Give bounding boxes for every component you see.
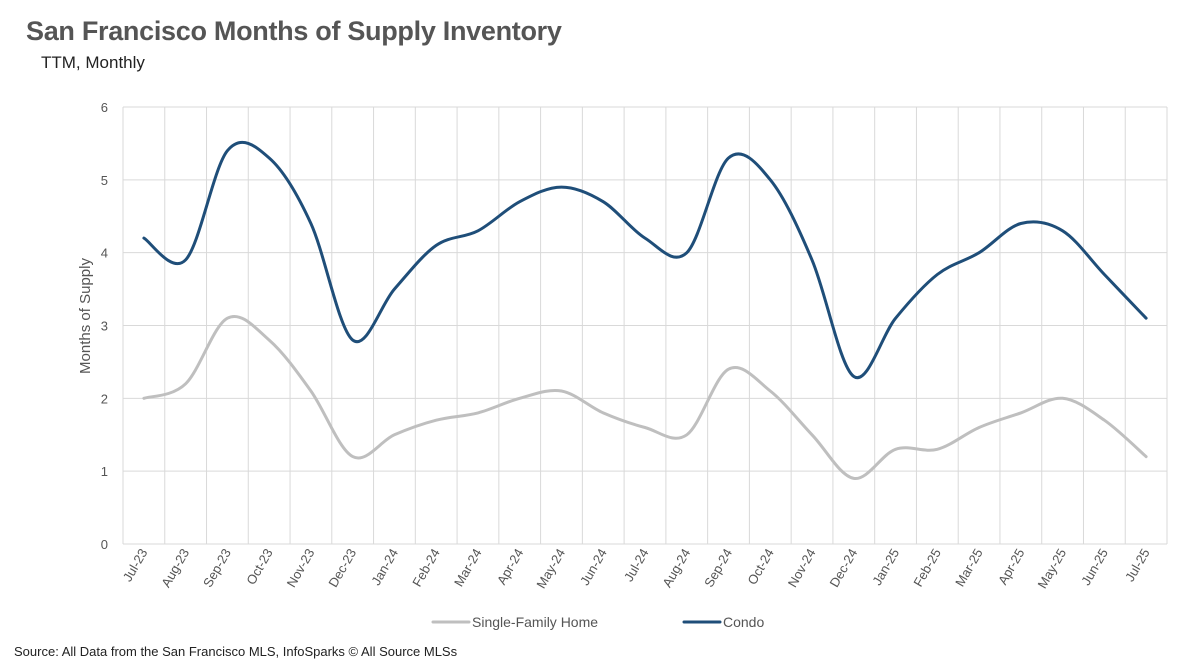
data-point-condo [309,222,313,226]
x-tick-label: Oct-24 [744,546,776,587]
data-point-single-family-home [768,389,772,393]
y-axis-ticks: 0 1 2 3 4 5 6 [101,100,108,552]
data-point-single-family-home [894,447,898,451]
chart-subtitle: TTM, Monthly [41,53,145,72]
y-tick-label: 2 [101,391,108,406]
data-point-single-family-home [267,338,271,342]
y-tick-label: 3 [101,319,108,334]
data-point-condo [559,185,563,189]
data-point-condo [184,258,188,262]
x-tick-label: Feb-24 [409,546,443,589]
x-tick-label: Oct-23 [243,546,275,587]
data-point-single-family-home [810,433,814,437]
data-point-single-family-home [518,396,522,400]
data-point-condo [1061,229,1065,233]
data-point-condo [518,200,522,204]
data-point-single-family-home [1061,396,1065,400]
data-point-single-family-home [727,367,731,371]
data-point-condo [351,338,355,342]
data-point-single-family-home [309,389,313,393]
data-point-condo [643,236,647,240]
y-tick-label: 6 [101,100,108,115]
data-point-condo [935,273,939,277]
data-point-single-family-home [685,433,689,437]
y-tick-label: 4 [101,246,108,261]
data-point-single-family-home [601,411,605,415]
x-tick-label: May-24 [533,546,568,591]
source-note: Source: All Data from the San Francisco … [14,644,458,659]
legend-label-condo: Condo [723,614,764,630]
x-tick-label: Jul-24 [621,546,652,584]
x-tick-label: Jan-25 [869,546,902,588]
y-tick-label: 0 [101,537,108,552]
data-point-condo [434,243,438,247]
y-axis-title: Months of Supply [77,258,94,374]
data-point-condo [768,178,772,182]
data-point-single-family-home [351,455,355,459]
x-tick-label: Aug-23 [158,546,192,590]
x-tick-label: Nov-24 [785,546,819,590]
series-lines [142,140,1148,480]
data-point-condo [685,251,689,255]
data-point-single-family-home [1019,411,1023,415]
x-tick-label: Feb-25 [910,546,944,589]
data-point-condo [267,156,271,160]
data-point-condo [1019,222,1023,226]
data-point-condo [392,287,396,291]
x-tick-label: Mar-25 [952,546,986,589]
x-tick-label: Jun-25 [1078,546,1111,588]
data-point-condo [601,200,605,204]
gridlines [122,106,1168,545]
data-point-condo [1102,273,1106,277]
data-point-single-family-home [643,425,647,429]
y-tick-label: 5 [101,173,108,188]
data-point-single-family-home [935,447,939,451]
data-point-condo [852,374,856,378]
data-point-single-family-home [392,433,396,437]
data-point-condo [810,258,814,262]
data-point-single-family-home [434,418,438,422]
data-point-condo [727,156,731,160]
data-point-condo [977,251,981,255]
data-point-single-family-home [559,389,563,393]
chart-title: San Francisco Months of Supply Inventory [26,16,562,46]
x-tick-label: Jul-25 [1122,546,1153,584]
data-point-single-family-home [852,476,856,480]
data-point-condo [476,229,480,233]
data-point-single-family-home [184,382,188,386]
data-point-single-family-home [476,411,480,415]
x-tick-label: Mar-24 [451,546,485,589]
x-tick-label: Jan-24 [368,546,401,588]
series-line-condo [142,140,1148,380]
x-tick-label: Dec-24 [826,546,860,590]
series-line-single-family-home [142,315,1148,480]
x-tick-label: Aug-24 [659,546,693,590]
x-axis-ticks: Jul-23 Aug-23 Sep-23 Oct-23 Nov-23 Dec-23 Jan-… [120,546,1153,591]
x-tick-label: May-25 [1035,546,1070,591]
x-tick-label: Dec-23 [325,546,359,590]
data-point-single-family-home [1102,418,1106,422]
x-tick-label: Sep-24 [701,546,735,590]
x-tick-label: Jun-24 [577,546,610,588]
x-tick-label: Jul-23 [120,546,151,584]
data-point-single-family-home [225,316,229,320]
x-tick-label: Nov-23 [284,546,318,590]
x-tick-label: Apr-24 [494,546,527,587]
data-point-condo [142,236,146,240]
legend-label-single-family-home: Single-Family Home [472,614,598,630]
data-point-condo [1144,316,1148,320]
data-point-condo [894,316,898,320]
legend: Single-Family Home Condo [431,614,764,630]
data-point-single-family-home [142,396,146,400]
x-tick-label: Sep-23 [200,546,234,590]
data-point-single-family-home [1144,455,1148,459]
data-point-condo [225,149,229,153]
y-tick-label: 1 [101,464,108,479]
data-point-single-family-home [977,425,981,429]
x-tick-label: Apr-25 [995,546,1028,587]
